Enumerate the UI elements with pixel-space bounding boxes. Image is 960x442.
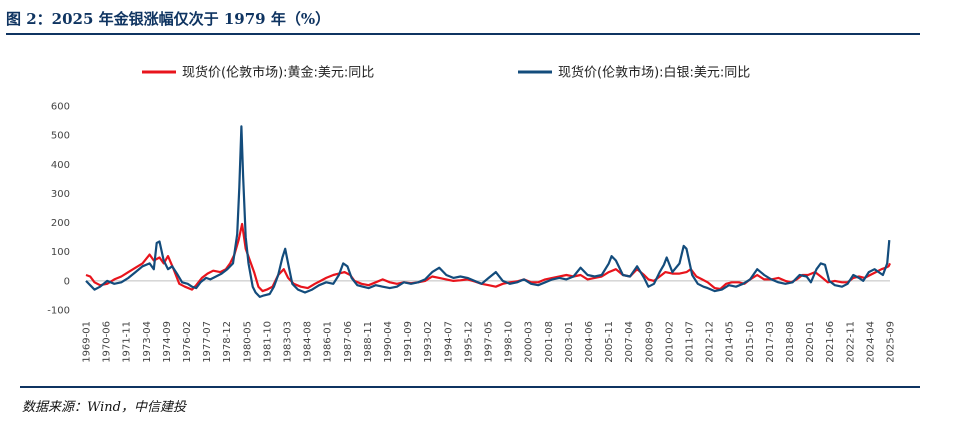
x-tick-label: 1990-04	[383, 321, 394, 363]
x-tick-label: 1983-03	[283, 321, 294, 363]
x-tick-label: 2012-12	[705, 321, 716, 363]
x-tick-label: 1970-06	[102, 321, 113, 363]
x-tick-label: 1994-07	[443, 321, 454, 363]
x-tick-label: 1993-02	[423, 321, 434, 363]
y-tick-label: 100	[51, 247, 70, 258]
x-tick-label: 1987-06	[343, 321, 354, 363]
x-tick-label: 1986-01	[323, 321, 334, 363]
y-axis: -100 0 100 200 300 400 500 600	[47, 102, 70, 317]
x-tick-label: 2001-08	[544, 321, 555, 363]
x-tick-label: 2022-11	[845, 321, 856, 363]
y-tick-label: 200	[51, 218, 70, 229]
x-tick-label: 1977-07	[202, 321, 213, 363]
legend-label-0: 现货价(伦敦市场):黄金:美元:同比	[182, 65, 374, 81]
x-tick-label: 2011-07	[685, 321, 696, 363]
title-rule	[6, 33, 920, 35]
x-tick-label: 2010-02	[664, 321, 675, 363]
x-tick-label: 2017-03	[765, 321, 776, 363]
x-tick-label: 2007-04	[624, 321, 635, 363]
y-tick-label: 0	[64, 276, 70, 287]
x-tick-label: 2015-10	[745, 321, 756, 363]
line-chart: 现货价(伦敦市场):黄金:美元:同比 现货价(伦敦市场):白银:美元:同比 -10…	[47, 65, 897, 363]
x-axis: 1969-01 1970-06 1971-11 1973-04 1974-09 1976-…	[82, 321, 897, 363]
x-tick-label: 2000-03	[524, 321, 535, 363]
y-tick-label: -100	[47, 306, 70, 317]
chart-series	[85, 125, 891, 298]
x-tick-label: 1997-05	[484, 321, 495, 363]
x-tick-label: 1969-01	[82, 321, 93, 363]
y-tick-label: 600	[51, 102, 70, 113]
x-tick-label: 2004-06	[584, 321, 595, 363]
x-tick-label: 2008-09	[644, 321, 655, 363]
x-tick-label: 1991-09	[403, 321, 414, 363]
x-tick-label: 2005-11	[604, 321, 615, 363]
x-tick-label: 1988-11	[363, 321, 374, 363]
chart-legend: 现货价(伦敦市场):黄金:美元:同比 现货价(伦敦市场):白银:美元:同比	[142, 65, 750, 81]
x-tick-label: 2018-08	[785, 321, 796, 363]
x-tick-label: 2021-06	[825, 321, 836, 363]
x-tick-label: 2003-01	[564, 321, 575, 363]
x-tick-label: 1981-10	[262, 321, 273, 363]
x-tick-label: 2014-05	[725, 321, 736, 363]
x-tick-label: 1984-08	[303, 321, 314, 363]
x-tick-label: 2024-04	[865, 321, 876, 363]
legend-label-1: 现货价(伦敦市场):白银:美元:同比	[558, 65, 750, 81]
series-line-1	[85, 125, 891, 298]
y-tick-label: 300	[51, 189, 70, 200]
figure-title: 图 2：2025 年金银涨幅仅次于 1979 年（%）	[6, 10, 331, 28]
x-tick-label: 1978-12	[222, 321, 233, 363]
source-note: 数据来源：Wind，中信建投	[22, 400, 186, 415]
footer-rule	[20, 386, 920, 388]
x-tick-label: 1973-04	[142, 321, 153, 363]
y-tick-label: 500	[51, 131, 70, 142]
x-tick-label: 1976-02	[182, 321, 193, 363]
x-tick-label: 1980-05	[242, 321, 253, 363]
y-tick-label: 400	[51, 160, 70, 171]
x-tick-label: 1971-11	[122, 321, 133, 363]
x-tick-label: 2025-09	[886, 321, 897, 363]
x-tick-label: 1974-09	[162, 321, 173, 363]
x-tick-label: 1995-12	[463, 321, 474, 363]
x-tick-label: 2020-01	[805, 321, 816, 363]
x-tick-label: 1998-10	[504, 321, 515, 363]
